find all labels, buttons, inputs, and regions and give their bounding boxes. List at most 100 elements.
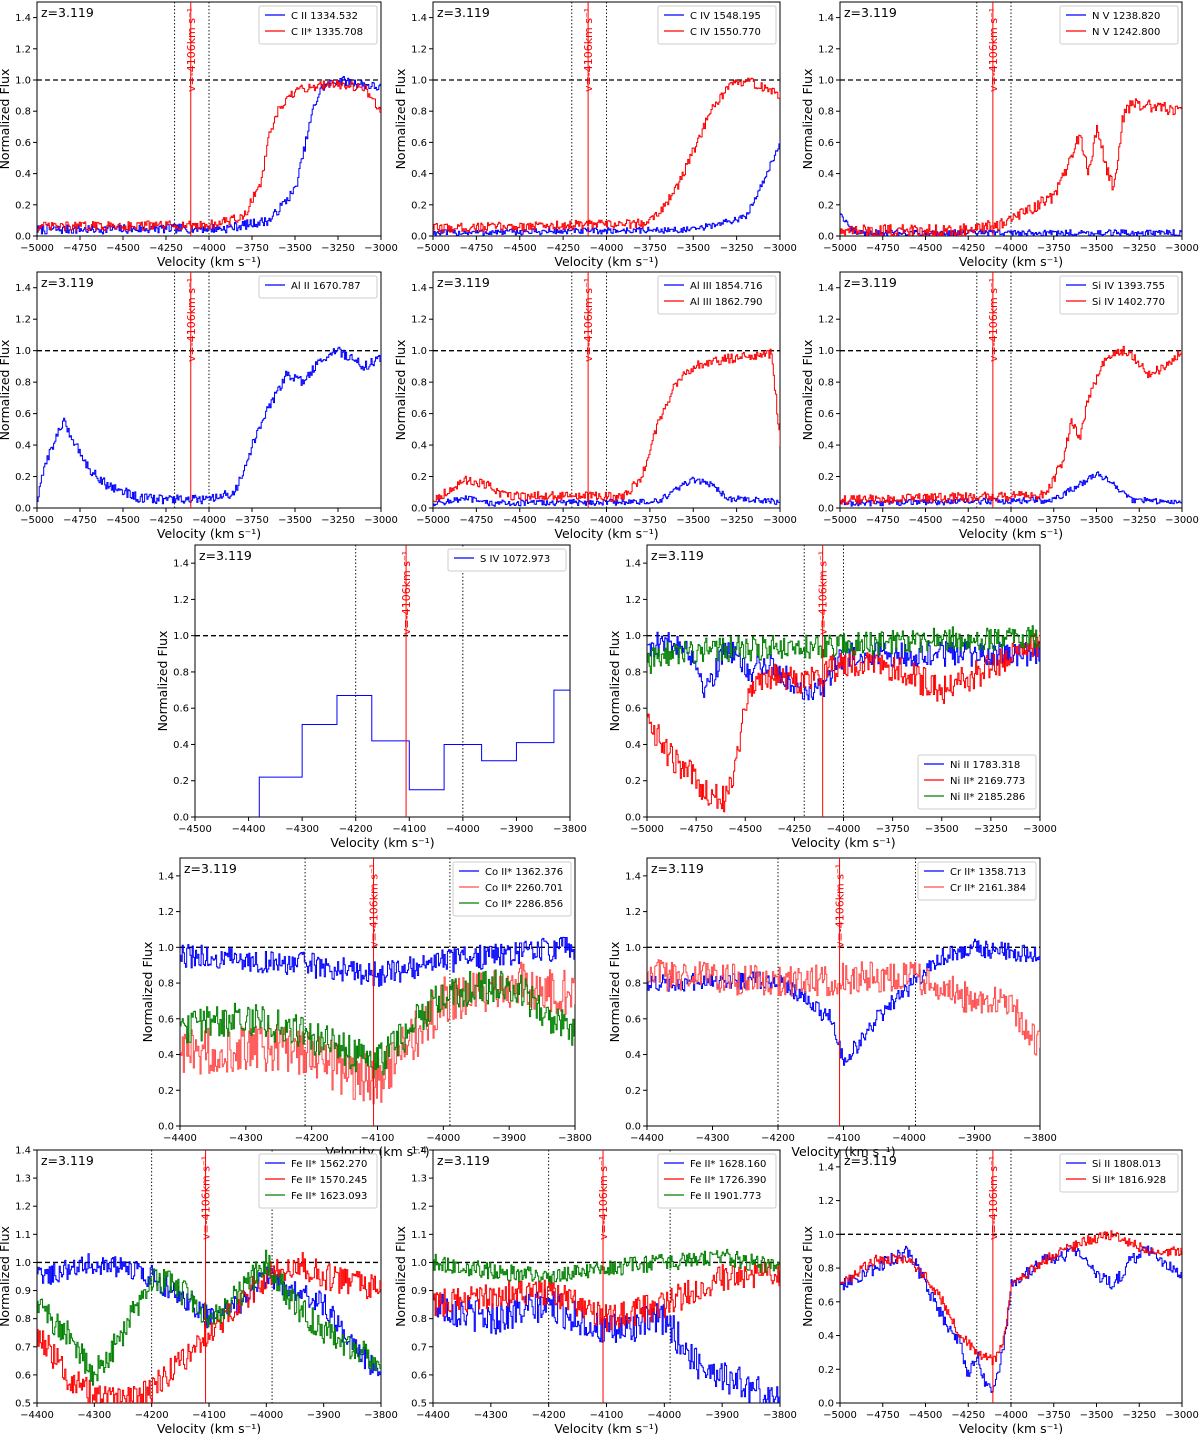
- x-tick-label: −3900: [500, 824, 534, 835]
- legend-box: [452, 861, 572, 917]
- marker-label: v=-4106km s⁻¹: [400, 551, 413, 635]
- legend-entry: Co II* 1362.376: [485, 867, 563, 878]
- marker-label: v=-4106km s⁻¹: [987, 278, 1000, 362]
- x-axis-label: Velocity (km s⁻¹): [330, 835, 434, 850]
- marker-label: v=-4106km s⁻¹: [834, 864, 847, 948]
- y-tick-label: 0.8: [625, 979, 641, 990]
- marker-label: v=-4106km s⁻¹: [987, 1156, 1000, 1240]
- y-tick-label: 1.2: [15, 315, 31, 326]
- marker-label: v=-4106km s⁻¹: [582, 8, 595, 92]
- x-tick-label: −3250: [321, 243, 355, 254]
- x-tick-label: −3750: [876, 824, 910, 835]
- x-tick-label: −4750: [459, 243, 493, 254]
- x-tick-label: −4100: [192, 1410, 226, 1421]
- y-tick-label: 1.0: [411, 346, 427, 357]
- marker-label: v=-4106km s⁻¹: [582, 278, 595, 362]
- y-tick-label: 0.0: [818, 232, 834, 243]
- y-tick-label: 1.4: [173, 559, 189, 570]
- y-tick-label: 0.6: [411, 409, 427, 420]
- x-tick-label: −3500: [925, 824, 959, 835]
- redshift-label: z=3.119: [844, 1153, 897, 1168]
- legend-entry: Si IV 1393.755: [1092, 281, 1165, 292]
- y-tick-label: 0.4: [625, 740, 641, 751]
- marker-label: v=-4106km s⁻¹: [817, 551, 830, 635]
- y-tick-label: 1.2: [158, 907, 174, 918]
- x-tick-label: −4400: [20, 1410, 54, 1421]
- x-tick-label: −4750: [866, 1410, 900, 1421]
- y-tick-label: 0.2: [173, 776, 189, 787]
- y-tick-label: 0.0: [818, 1399, 834, 1410]
- legend-box: [1059, 5, 1179, 45]
- y-tick-label: 0.0: [158, 1122, 174, 1133]
- y-tick-label: 0.8: [15, 378, 31, 389]
- y-axis-label: Normalized Flux: [607, 942, 622, 1043]
- panel-cr2: −4400 −4300 −4200 −4100 −4000 −3900 −3800 0.0 0.…: [607, 857, 1057, 1159]
- x-tick-label: −3000: [763, 243, 797, 254]
- x-tick-label: −3900: [705, 1410, 739, 1421]
- legend-box: [258, 1153, 378, 1209]
- y-tick-label: 0.2: [625, 1086, 641, 1097]
- y-tick-label: 0.6: [625, 704, 641, 715]
- y-tick-label: 0.6: [411, 1370, 427, 1381]
- panel-fe2b: −4400 −4300 −4200 −4100 −4000 −3900 −3800 0.5 0.…: [393, 1146, 797, 1434]
- x-tick-label: −4250: [777, 824, 811, 835]
- x-tick-label: −3750: [235, 515, 269, 526]
- y-tick-label: 0.2: [411, 472, 427, 483]
- y-tick-label: 0.6: [818, 409, 834, 420]
- y-axis-label: Normalized Flux: [0, 340, 12, 441]
- x-tick-label: −3000: [364, 515, 398, 526]
- y-tick-label: 0.4: [173, 740, 189, 751]
- legend-entry: S IV 1072.973: [480, 554, 550, 565]
- x-tick-label: −4000: [192, 243, 226, 254]
- x-tick-label: −4000: [446, 824, 480, 835]
- panel-co2: −4400 −4300 −4200 −4100 −4000 −3900 −3800 0.0 0.…: [140, 857, 592, 1159]
- x-tick-label: −4000: [192, 515, 226, 526]
- y-tick-label: 0.9: [411, 1286, 427, 1297]
- x-tick-label: −4750: [866, 243, 900, 254]
- x-tick-label: −3800: [553, 824, 587, 835]
- legend-box: [657, 5, 777, 45]
- x-tick-label: −3000: [364, 243, 398, 254]
- x-tick-label: −3500: [1080, 243, 1114, 254]
- x-tick-label: −3250: [720, 243, 754, 254]
- panel-fe2a: −4400 −4300 −4200 −4100 −4000 −3900 −3800 0.5 0.…: [0, 1146, 398, 1434]
- series-line-1: [433, 77, 780, 233]
- y-tick-label: 1.2: [15, 44, 31, 55]
- x-tick-label: −4000: [994, 515, 1028, 526]
- y-axis-label: Normalized Flux: [0, 1226, 12, 1327]
- y-tick-label: 1.4: [411, 283, 427, 294]
- y-tick-label: 0.4: [411, 169, 427, 180]
- x-tick-label: −3900: [958, 1133, 992, 1144]
- y-tick-label: 1.2: [173, 595, 189, 606]
- y-tick-label: 0.2: [818, 472, 834, 483]
- x-tick-label: −4500: [728, 824, 762, 835]
- y-tick-label: 0.4: [818, 169, 834, 180]
- x-axis-label: Velocity (km s⁻¹): [554, 526, 658, 541]
- legend-entry: Ni II* 2185.286: [950, 792, 1025, 803]
- x-tick-label: −4250: [546, 515, 580, 526]
- y-tick-label: 0.8: [411, 378, 427, 389]
- x-tick-label: −4000: [892, 1133, 926, 1144]
- x-tick-label: −3500: [278, 515, 312, 526]
- x-tick-label: −3250: [1122, 243, 1156, 254]
- x-tick-label: −3000: [1165, 243, 1199, 254]
- legend-box: [917, 754, 1037, 810]
- x-tick-label: −5000: [416, 515, 450, 526]
- redshift-label: z=3.119: [437, 275, 490, 290]
- x-tick-label: −4300: [229, 1133, 263, 1144]
- y-axis-label: Normalized Flux: [800, 340, 815, 441]
- x-tick-label: −4750: [63, 243, 97, 254]
- legend-entry: Fe II* 1628.160: [690, 1159, 766, 1170]
- x-axis-label: Velocity (km s⁻¹): [791, 1144, 895, 1159]
- x-tick-label: −3800: [364, 1410, 398, 1421]
- x-tick-label: −3800: [763, 1410, 797, 1421]
- x-tick-label: −3800: [558, 1133, 592, 1144]
- series-line-0: [840, 471, 1182, 507]
- x-tick-label: −4200: [135, 1410, 169, 1421]
- y-tick-label: 1.4: [15, 283, 31, 294]
- x-tick-label: −4300: [474, 1410, 508, 1421]
- x-tick-label: −4100: [827, 1133, 861, 1144]
- series-line-0: [840, 213, 1182, 236]
- x-tick-label: −4250: [546, 243, 580, 254]
- y-tick-label: 1.0: [173, 631, 189, 642]
